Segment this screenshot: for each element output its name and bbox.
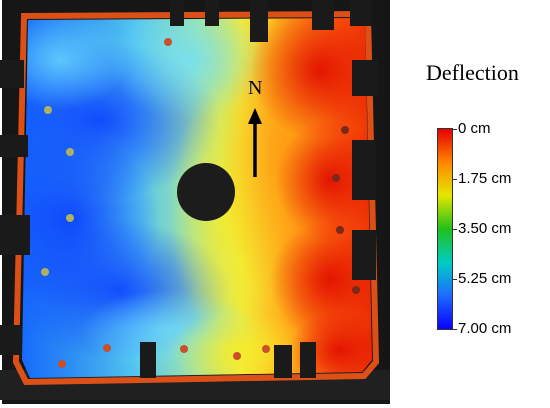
sensor-marker	[66, 148, 74, 156]
center-hole	[177, 163, 235, 221]
sensor-marker	[164, 38, 172, 46]
deflection-field	[22, 18, 372, 378]
sensor-marker	[66, 214, 74, 222]
legend-tick-mark	[452, 179, 457, 180]
legend-tick-mark	[452, 279, 457, 280]
sensor-marker	[180, 345, 188, 353]
legend-tick-label: 7.00 cm	[458, 320, 512, 337]
north-arrow-icon	[248, 108, 262, 177]
sensor-marker	[352, 286, 360, 294]
sensor-marker	[332, 174, 340, 182]
legend-tick-mark	[452, 229, 457, 230]
sensor-marker	[103, 344, 111, 352]
legend-tick-mark	[452, 329, 457, 330]
compass-label: N	[248, 77, 262, 99]
sensor-markers	[41, 38, 360, 368]
legend-tick-label: 1.75 cm	[458, 170, 512, 187]
legend-tick-label: 5.25 cm	[458, 270, 512, 287]
sensor-marker	[341, 126, 349, 134]
sensor-marker	[233, 352, 241, 360]
sensor-marker	[262, 345, 270, 353]
edge-fixtures	[0, 60, 30, 355]
sensor-marker	[336, 226, 344, 234]
deflection-map: N	[0, 0, 390, 404]
legend-tick-mark	[452, 129, 457, 130]
sensor-marker	[44, 106, 52, 114]
legend-tick-label: 0 cm	[458, 120, 491, 137]
legend-tick-label: 3.50 cm	[458, 220, 512, 237]
sensor-marker	[58, 360, 66, 368]
legend-title: Deflection	[426, 60, 519, 85]
colorbar	[437, 128, 453, 330]
sensor-marker	[41, 268, 49, 276]
